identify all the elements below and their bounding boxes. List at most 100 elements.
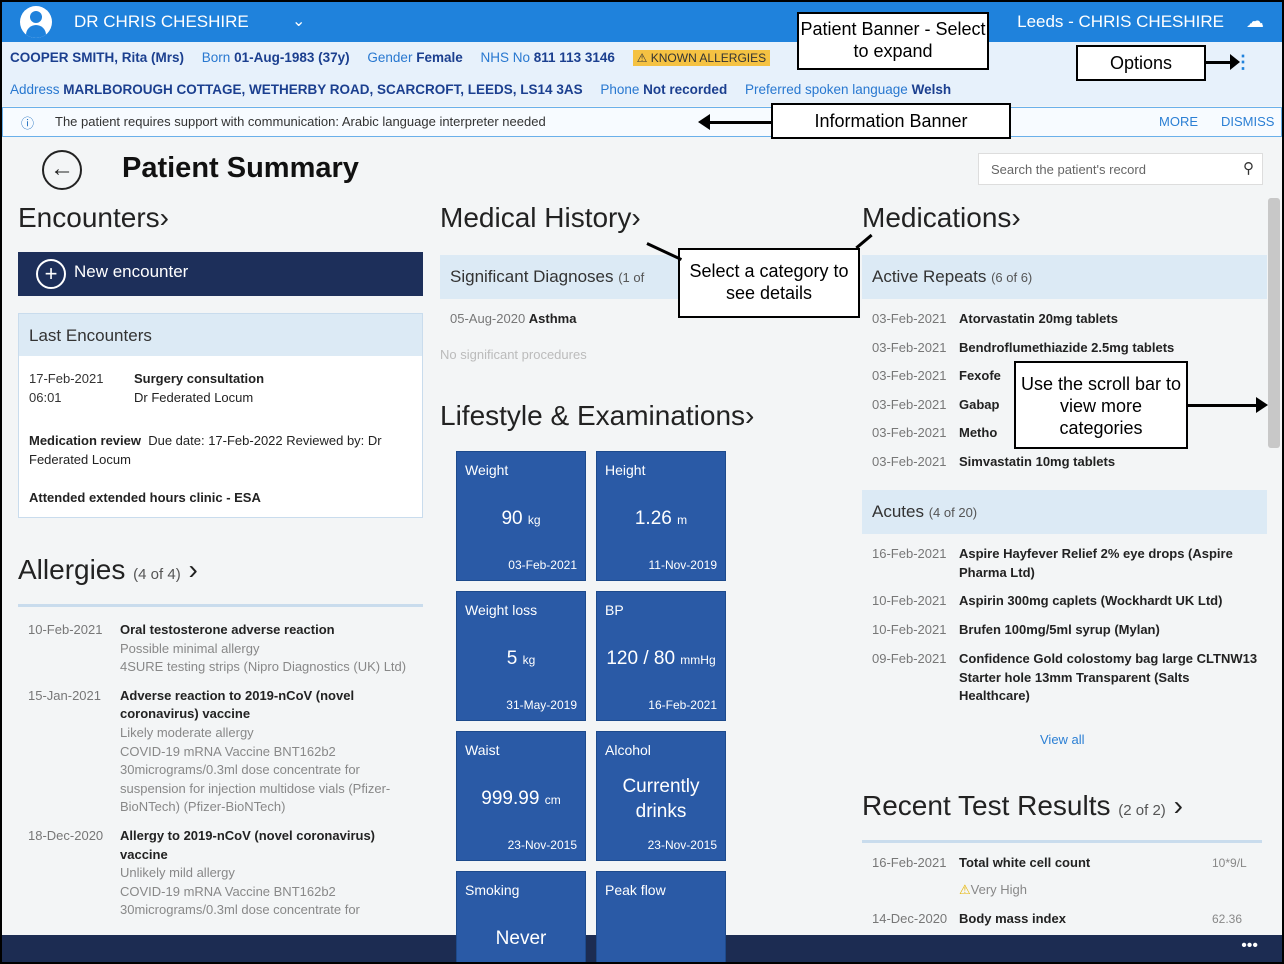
acute-med-name[interactable]: Aspirin 300mg caplets (Wockhardt UK Ltd) [959, 593, 1223, 608]
medical-history-heading[interactable]: Medical History› [440, 202, 641, 233]
new-encounter-button[interactable]: + New encounter [18, 252, 423, 296]
chevron-down-icon[interactable]: ⌄ [292, 13, 306, 30]
phone-label: Phone [600, 82, 640, 97]
last-encounters-header[interactable]: Last Encounters [19, 314, 422, 356]
tile-value-number: 999.99 [481, 788, 540, 809]
annotation-info-banner: Information Banner [771, 103, 1011, 139]
lifestyle-tile[interactable]: Alcohol Currently drinks 23-Nov-2015 [596, 731, 726, 861]
allergy-body: Adverse reaction to 2019-nCoV (novel cor… [120, 687, 413, 817]
repeat-med-name[interactable]: Bendroflumethiazide 2.5mg tablets [959, 339, 1175, 355]
tile-value: Never [457, 928, 585, 950]
allergy-item[interactable]: 15-Jan-2021 Adverse reaction to 2019-nCoV… [18, 687, 423, 817]
acutes-header[interactable]: Acutes (4 of 20) [862, 490, 1267, 534]
diag-count: (1 of [618, 270, 645, 285]
gender-value: Female [416, 50, 463, 65]
repeat-med-name[interactable]: Gabap [959, 396, 1000, 412]
acute-date: 10-Feb-2021 [872, 622, 947, 637]
lifestyle-tile[interactable]: Peak flow [596, 871, 726, 962]
search-icon[interactable]: ⚲ [1243, 160, 1254, 177]
tile-date: 11-Nov-2019 [648, 558, 717, 572]
user-avatar-icon[interactable] [20, 6, 52, 38]
test-results-heading[interactable]: Recent Test Results (2 of 2) › [862, 790, 1183, 821]
lifestyle-tile[interactable]: Height 1.26 m 11-Nov-2019 [596, 451, 726, 581]
lifestyle-tile[interactable]: Smoking Never [456, 871, 586, 962]
encounter-date: 17-Feb-2021 [29, 371, 104, 386]
medications-title: Medications [862, 202, 1012, 233]
encounters-heading[interactable]: Encounters› [18, 202, 169, 233]
medications-heading[interactable]: Medications› [862, 202, 1021, 233]
gender-label: Gender [367, 50, 413, 65]
information-banner: ⓘ The patient requires support with comm… [2, 107, 1282, 137]
scrollbar[interactable] [1268, 198, 1280, 448]
view-all-link[interactable]: View all [1040, 732, 1085, 747]
test-name[interactable]: Total white cell count [959, 855, 1091, 870]
site-name: Leeds - CHRIS CHESHIRE [1017, 12, 1224, 31]
arrow-options [1206, 61, 1236, 64]
arrowhead [1256, 397, 1268, 413]
tile-value: 90 kg [457, 508, 585, 530]
user-name[interactable]: DR CHRIS CHESHIRE [74, 12, 249, 31]
phone-value: Not recorded [643, 82, 728, 97]
info-icon: ⓘ [21, 116, 35, 131]
tile-title: BP [605, 602, 624, 618]
acute-med-name[interactable]: Aspire Hayfever Relief 2% eye drops (Asp… [959, 546, 1233, 580]
tests-divider [862, 840, 1262, 843]
search-input[interactable]: Search the patient's record ⚲ [978, 153, 1263, 185]
encounter-type[interactable]: Surgery consultation [134, 371, 265, 386]
lifestyle-tile[interactable]: Weight 90 kg 03-Feb-2021 [456, 451, 586, 581]
lifestyle-tile[interactable]: Waist 999.99 cm 23-Nov-2015 [456, 731, 586, 861]
warning-icon: ⚠ [959, 882, 971, 897]
more-dots-icon[interactable]: ••• [1241, 937, 1258, 954]
acute-date: 10-Feb-2021 [872, 593, 947, 608]
tile-value: Currently drinks [597, 774, 725, 826]
repeat-date: 03-Feb-2021 [872, 425, 947, 441]
lifestyle-tile[interactable]: BP 120 / 80 mmHg 16-Feb-2021 [596, 591, 726, 721]
repeat-med-name[interactable]: Simvastatin 10mg tablets [959, 454, 1116, 469]
acutes-title: Acutes [872, 502, 924, 521]
patient-banner[interactable]: COOPER SMITH, Rita (Mrs) Born 01-Aug-198… [2, 42, 1282, 106]
allergy-severity: Unlikely mild allergy [120, 865, 235, 881]
cloud-icon[interactable]: ☁ [1246, 11, 1264, 31]
repeat-med-name[interactable]: Metho [959, 425, 998, 441]
allergy-item[interactable]: 10-Feb-2021 Oral testosterone adverse rea… [18, 621, 423, 677]
acute-date: 09-Feb-2021 [872, 651, 947, 666]
language-value: Welsh [911, 82, 952, 97]
last-encounters-card: Last Encounters 17-Feb-2021 06:01 Surgery… [18, 313, 423, 518]
encounter-time: 06:01 [29, 389, 62, 405]
tile-value-number: Never [495, 928, 547, 949]
allergy-item[interactable]: 18-Dec-2020 Allergy to 2019-nCoV (novel c… [18, 827, 423, 920]
lifestyle-heading[interactable]: Lifestyle & Examinations› [440, 400, 755, 431]
tile-value: 5 kg [457, 648, 585, 670]
test-date: 14-Dec-2020 [872, 911, 948, 926]
acute-med-name[interactable]: Brufen 100mg/5ml syrup (Mylan) [959, 622, 1160, 637]
allergies-list: 10-Feb-2021 Oral testosterone adverse rea… [18, 604, 423, 944]
tile-value: 120 / 80 mmHg [597, 648, 725, 670]
repeat-med-name[interactable]: Atorvastatin 20mg tablets [959, 311, 1118, 326]
tile-title: Weight [465, 462, 509, 478]
allergy-name: Allergy to 2019-nCoV (novel coronavirus)… [120, 827, 376, 862]
top-bar: DR CHRIS CHESHIRE ⌄ Leeds - CHRIS CHESHI… [2, 2, 1282, 42]
address-label: Address [10, 82, 60, 97]
test-name[interactable]: Body mass index [959, 911, 1066, 926]
patient-name: COOPER SMITH, Rita (Mrs) [10, 50, 185, 65]
allergies-heading[interactable]: Allergies (4 of 4) › [18, 554, 198, 585]
lifestyle-tile[interactable]: Weight loss 5 kg 31-May-2019 [456, 591, 586, 721]
back-arrow-icon[interactable]: ← [42, 150, 82, 190]
allergy-body: Allergy to 2019-nCoV (novel coronavirus)… [120, 827, 413, 920]
allergy-date: 10-Feb-2021 [28, 622, 103, 637]
warning-icon: ⚠ [636, 51, 648, 65]
allergy-drug: COVID-19 mRNA Vaccine BNT162b2 30microgr… [120, 883, 360, 918]
active-repeats-header[interactable]: Active Repeats (6 of 6) [862, 255, 1267, 299]
repeat-date: 03-Feb-2021 [872, 339, 947, 355]
annotation-options: Options [1076, 45, 1206, 81]
tile-title: Waist [465, 742, 500, 758]
diag-title: Significant Diagnoses [450, 267, 614, 286]
tile-value-number: 5 [506, 648, 518, 669]
tile-value-number: 90 [501, 508, 523, 529]
acute-med-name[interactable]: Confidence Gold colostomy bag large CLTN… [959, 651, 1258, 704]
dismiss-link[interactable]: DISMISS [1221, 114, 1275, 129]
diag-name[interactable]: Asthma [528, 311, 577, 326]
more-link[interactable]: MORE [1159, 114, 1198, 129]
repeat-med-name[interactable]: Fexofe [959, 368, 1001, 384]
tile-date: 03-Feb-2021 [508, 558, 577, 572]
